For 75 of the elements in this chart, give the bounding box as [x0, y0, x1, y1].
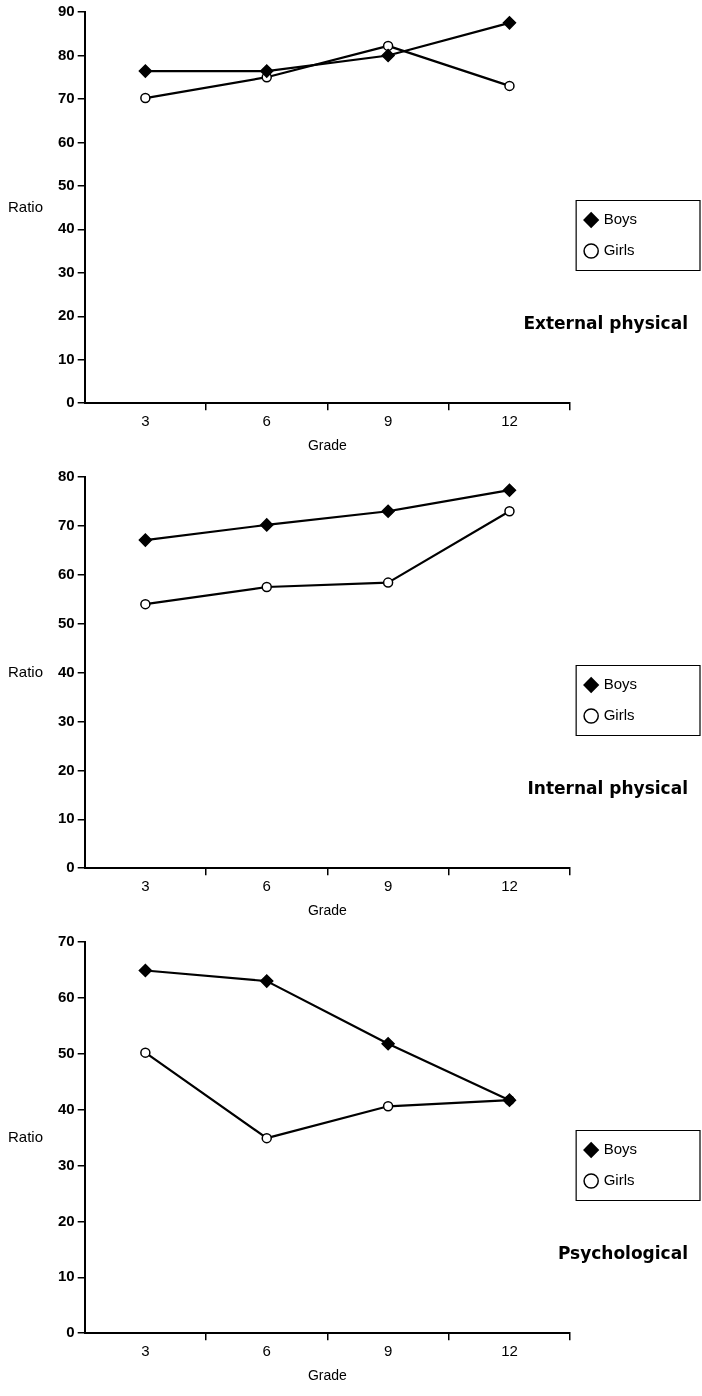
- y-tick-label: 30: [58, 262, 75, 280]
- annotation: Psychological: [557, 1243, 688, 1264]
- point: [259, 518, 274, 532]
- x-tick-label: 6: [262, 1342, 271, 1360]
- point: [261, 581, 272, 593]
- point: [382, 577, 394, 588]
- annotation: Internal physical: [527, 778, 688, 799]
- x-tick-label: 3: [141, 412, 150, 430]
- y-tick-label: 20: [58, 760, 75, 778]
- legend-label: Girls: [603, 1171, 635, 1189]
- y-axis-title: Ratio: [8, 197, 44, 215]
- point: [138, 963, 153, 978]
- x-tick-label: 12: [501, 1342, 518, 1360]
- point: [140, 598, 151, 610]
- point: [381, 504, 395, 518]
- x-tick-label: 6: [262, 877, 271, 895]
- y-tick-label: 50: [58, 176, 75, 194]
- legend-label: Girls: [603, 706, 635, 724]
- y-tick-label: 40: [58, 662, 75, 680]
- y-tick-label: 10: [58, 349, 75, 367]
- point: [381, 1036, 395, 1051]
- x-axis-title: Grade: [307, 1367, 348, 1384]
- y-tick-label: 50: [58, 1043, 75, 1061]
- y-tick-label: 30: [58, 1155, 75, 1173]
- y-tick-label: 40: [58, 1099, 75, 1117]
- y-tick-label: 60: [58, 132, 75, 150]
- point: [382, 40, 394, 52]
- point: [259, 974, 274, 988]
- y-tick-label: 80: [58, 467, 75, 485]
- y-tick-label: 10: [58, 809, 75, 827]
- y-tick-label: 40: [58, 219, 75, 237]
- y-tick-label: 10: [58, 1267, 75, 1285]
- y-tick-label: 60: [58, 564, 75, 582]
- y-axis-title: Ratio: [8, 1127, 44, 1145]
- legend-label: Boys: [603, 1140, 638, 1158]
- y-tick-label: 0: [66, 858, 75, 876]
- y-tick-label: 90: [58, 2, 75, 20]
- legend-label: Boys: [603, 210, 638, 228]
- x-tick-label: 12: [501, 412, 518, 430]
- point: [382, 1101, 394, 1112]
- y-tick-label: 70: [58, 932, 75, 950]
- y-tick-label: 80: [58, 45, 75, 63]
- y-tick-label: 70: [58, 516, 75, 534]
- point: [502, 16, 517, 30]
- x-tick-label: 12: [501, 877, 518, 895]
- y-tick-label: 0: [66, 393, 75, 411]
- x-tick-label: 3: [141, 1342, 150, 1360]
- annotation: External physical: [523, 313, 688, 334]
- y-tick-label: 20: [58, 1211, 75, 1229]
- point: [502, 483, 517, 497]
- y-tick-label: 60: [58, 988, 75, 1006]
- y-tick-label: 70: [58, 89, 75, 107]
- point: [504, 505, 515, 517]
- point: [140, 92, 151, 104]
- legend-label: Boys: [603, 675, 638, 693]
- x-tick-label: 9: [383, 412, 393, 430]
- point: [381, 48, 395, 63]
- point: [138, 533, 153, 547]
- x-axis-title: Grade: [307, 902, 348, 919]
- x-tick-label: 6: [262, 412, 271, 430]
- point: [138, 64, 153, 78]
- y-tick-label: 20: [58, 306, 75, 324]
- y-tick-label: 0: [66, 1323, 75, 1341]
- x-tick-label: 3: [141, 877, 150, 895]
- point: [259, 64, 274, 78]
- point: [261, 1132, 272, 1144]
- x-tick-label: 9: [383, 1342, 393, 1360]
- point: [504, 80, 515, 92]
- y-axis-title: Ratio: [8, 662, 44, 680]
- legend-label: Girls: [603, 241, 635, 259]
- y-tick-label: 50: [58, 613, 75, 631]
- point: [140, 1047, 151, 1058]
- x-tick-label: 9: [383, 877, 393, 895]
- y-tick-label: 30: [58, 711, 75, 729]
- x-axis-title: Grade: [307, 437, 348, 454]
